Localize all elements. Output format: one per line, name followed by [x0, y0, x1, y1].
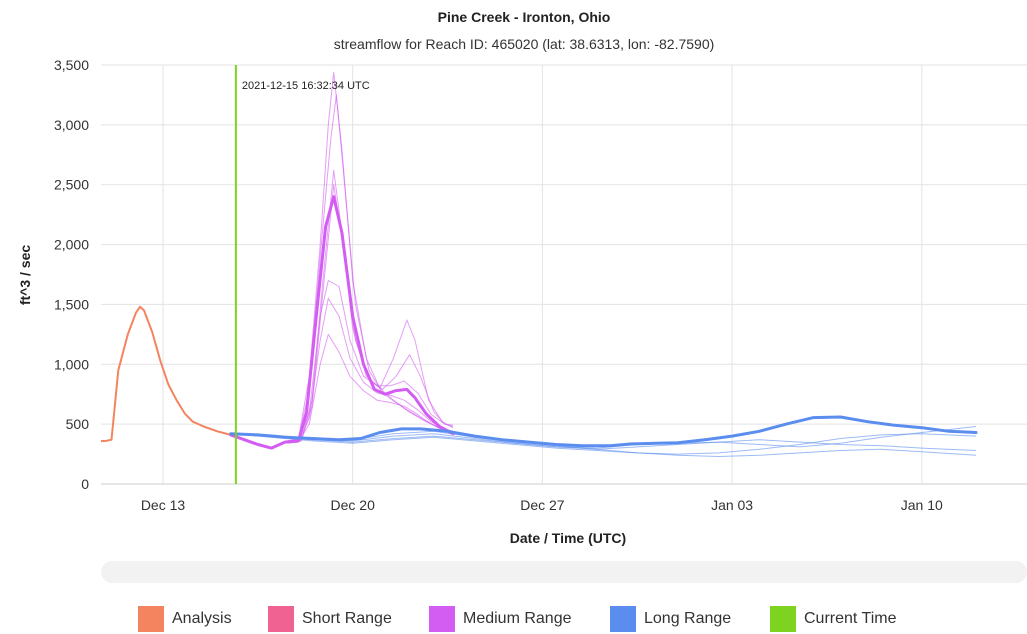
- legend-item-medium-range[interactable]: Medium Range: [429, 605, 572, 633]
- y-tick-label: 3,500: [54, 57, 89, 73]
- legend-item-long-range[interactable]: Long Range: [610, 605, 731, 633]
- current-time-label: 2021-12-15 16:32:34 UTC: [242, 80, 370, 92]
- medium-range-member-line: [287, 71, 454, 442]
- legend-swatch: [770, 606, 796, 632]
- analysis-line: [101, 305, 232, 443]
- legend-swatch: [429, 606, 455, 632]
- long-range-line: [229, 415, 978, 448]
- chart: Pine Creek - Ironton, Ohio streamflow fo…: [17, 9, 1027, 546]
- long-range-member-line: [230, 430, 977, 457]
- long-range-member-line: [230, 433, 977, 455]
- chart-title: Pine Creek - Ironton, Ohio: [438, 9, 611, 25]
- medium-range-line: [229, 195, 455, 450]
- x-tick-label: Dec 27: [520, 497, 565, 513]
- legend: Analysis Short Range Medium Range Long Rang…: [0, 605, 1027, 633]
- legend-item-analysis[interactable]: Analysis: [138, 605, 232, 633]
- medium-range-member-line: [287, 280, 454, 443]
- y-axis-title: ft^3 / sec: [17, 245, 33, 306]
- y-axis-ticks: 0 500 1,000 1,500 2,000 2,500 3,000 3,500: [54, 57, 89, 492]
- long-range-member-line: [230, 433, 977, 451]
- y-tick-label: 1,000: [54, 356, 89, 372]
- medium-range-member-line: [287, 333, 454, 444]
- x-tick-label: Jan 10: [901, 497, 943, 513]
- legend-item-short-range[interactable]: Short Range: [268, 605, 392, 633]
- series-layer: [101, 71, 978, 457]
- medium-range-member-line: [287, 94, 454, 442]
- legend-label: Medium Range: [463, 610, 572, 627]
- y-tick-label: 500: [66, 416, 90, 432]
- x-axis-title: Date / Time (UTC): [510, 530, 626, 546]
- legend-label: Long Range: [644, 610, 732, 627]
- chart-subtitle: streamflow for Reach ID: 465020 (lat: 38…: [334, 36, 715, 52]
- legend-label: Current Time: [804, 610, 897, 627]
- legend-label: Analysis: [172, 610, 232, 627]
- y-tick-label: 3,000: [54, 117, 89, 133]
- long-range-member-line: [230, 426, 977, 450]
- x-tick-label: Jan 03: [711, 497, 753, 513]
- y-tick-label: 1,500: [54, 296, 89, 312]
- range-scrollbar[interactable]: [101, 561, 1027, 583]
- x-tick-label: Dec 20: [331, 497, 376, 513]
- y-tick-label: 2,000: [54, 237, 89, 253]
- x-tick-label: Dec 13: [141, 497, 186, 513]
- legend-label: Short Range: [302, 610, 392, 627]
- legend-swatch: [138, 606, 164, 632]
- legend-item-current-time[interactable]: Current Time: [770, 605, 896, 633]
- legend-swatch: [610, 606, 636, 632]
- y-tick-label: 0: [81, 476, 89, 492]
- medium-range-member-line: [287, 184, 454, 443]
- y-tick-label: 2,500: [54, 177, 89, 193]
- x-axis-ticks: Dec 13 Dec 20 Dec 27 Jan 03 Jan 10: [141, 497, 943, 513]
- current-time-marker: 2021-12-15 16:32:34 UTC: [234, 65, 370, 484]
- grid: [101, 64, 1027, 485]
- medium-range-member-line: [287, 297, 454, 443]
- legend-swatch: [268, 606, 294, 632]
